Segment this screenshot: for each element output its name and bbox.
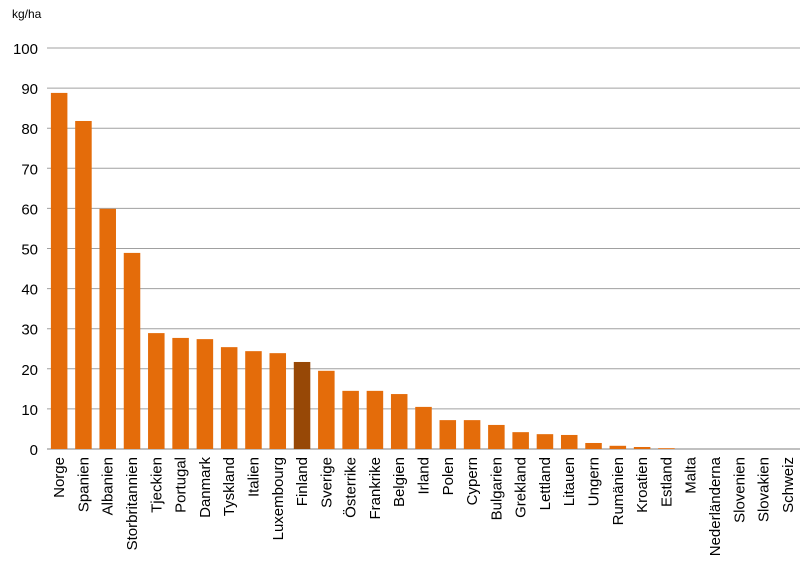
x-tick-label: Slovenien: [731, 457, 748, 523]
x-tick-label: Frankrike: [367, 457, 384, 520]
x-tick-label: Slovakien: [756, 457, 773, 522]
x-tick-label: Tjeckien: [148, 457, 165, 513]
bar: [269, 353, 287, 449]
bar: [609, 445, 627, 449]
bar: [585, 442, 602, 449]
bar: [560, 434, 578, 449]
x-tick-label: Albanien: [100, 457, 117, 515]
y-tick-label: 0: [30, 442, 38, 459]
x-tick-label: Schweiz: [780, 457, 797, 513]
bar: [512, 432, 529, 449]
bar: [463, 420, 481, 449]
y-tick-label: 50: [21, 242, 38, 259]
x-tick-label: Tyskland: [221, 457, 238, 516]
y-tick-label: 60: [21, 201, 38, 218]
x-tick-label: Sverige: [318, 457, 335, 508]
y-tick-label: 90: [21, 81, 38, 98]
x-tick-label: Estland: [658, 457, 675, 507]
y-tick-label: 70: [21, 161, 38, 178]
bar: [390, 394, 408, 449]
bar: [415, 406, 432, 449]
x-tick-label: Belgien: [391, 457, 408, 507]
y-tick-label: 80: [21, 121, 38, 138]
bar: [366, 390, 384, 449]
y-tick-label: 10: [21, 402, 38, 419]
x-tick-label: Finland: [294, 457, 311, 506]
x-tick-label: Spanien: [75, 457, 92, 512]
x-tick-label: Italien: [245, 457, 262, 497]
x-tick-label: Portugal: [173, 457, 190, 513]
bar: [148, 333, 165, 449]
y-axis-label: kg/ha: [12, 7, 42, 21]
y-tick-label: 30: [21, 322, 38, 339]
x-tick-label: Danmark: [197, 457, 214, 518]
x-tick-label: Lettland: [537, 457, 554, 510]
y-tick-label: 40: [21, 282, 38, 299]
bar: [220, 347, 238, 449]
bar: [293, 361, 311, 449]
bar: [75, 120, 92, 450]
x-tick-label: Bulgarien: [488, 457, 505, 520]
x-tick-label: Malta: [683, 456, 700, 493]
bar: [633, 446, 651, 449]
bar: [318, 370, 335, 449]
x-tick-label: Cypern: [464, 457, 481, 505]
x-tick-label: Litauen: [561, 457, 578, 506]
y-tick-label: 100: [13, 41, 38, 58]
y-tick-label: 20: [21, 362, 38, 379]
x-tick-label: Storbritannien: [124, 457, 141, 550]
x-tick-label: Rumänien: [610, 457, 627, 525]
bar: [536, 434, 554, 449]
bar: [172, 337, 189, 449]
x-tick-label: Nederländerna: [707, 456, 724, 556]
x-tick-label: Polen: [440, 457, 457, 495]
bar: [99, 208, 116, 449]
bar: [123, 252, 141, 449]
x-tick-label: Luxembourg: [270, 457, 287, 540]
bar: [439, 420, 457, 449]
x-tick-label: Kroatien: [634, 457, 651, 513]
bar: [488, 424, 505, 449]
x-tick-label: Ungern: [586, 457, 603, 506]
bar: [196, 339, 214, 449]
x-tick-label: Irland: [416, 457, 433, 495]
bar: [245, 351, 262, 449]
x-tick-label: Norge: [51, 457, 68, 498]
bar: [658, 448, 675, 449]
x-tick-label: Grekland: [513, 457, 530, 518]
bar: [342, 390, 359, 449]
bar: [50, 92, 68, 450]
x-tick-label: Österrike: [342, 457, 360, 518]
